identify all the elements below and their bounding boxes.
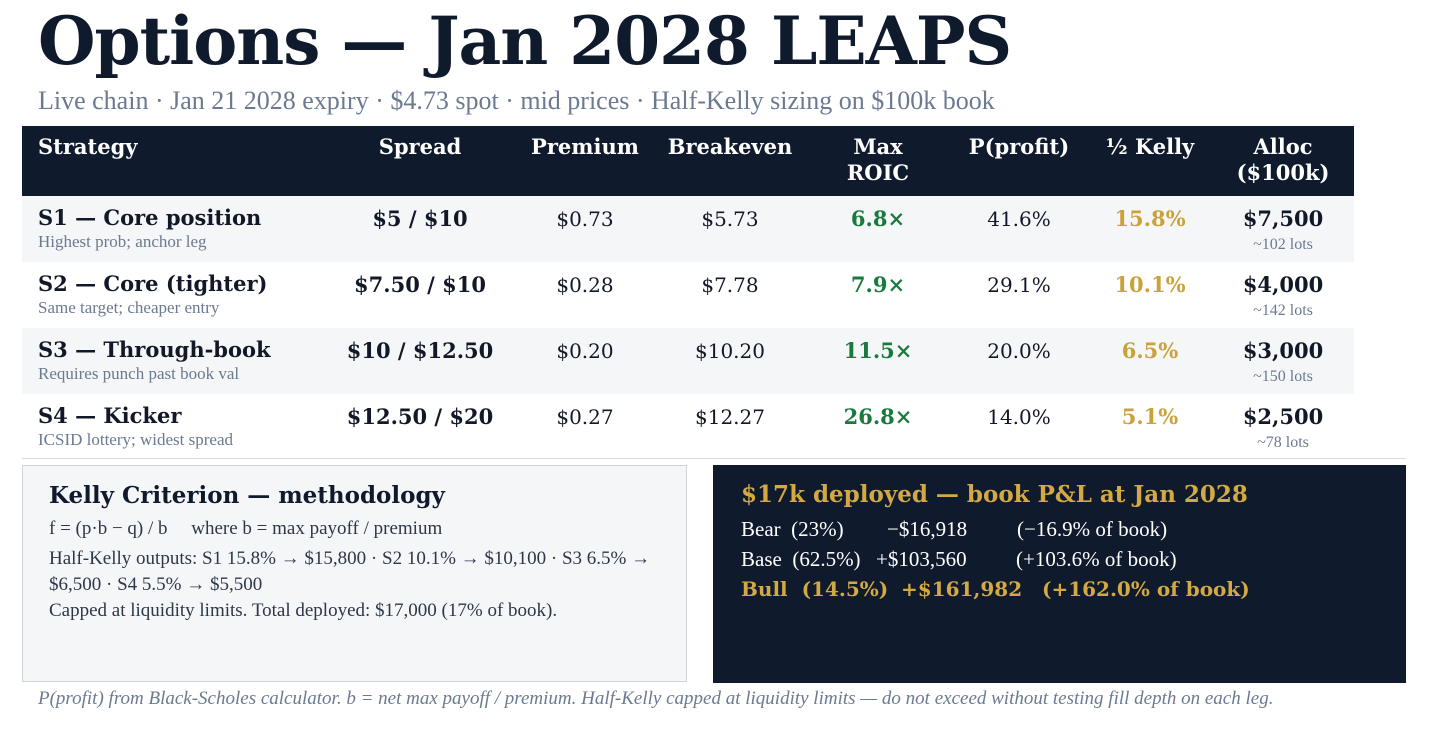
scenario-pct: (−16.9% of book) (1017, 517, 1168, 541)
header-roic-line1: Max (853, 134, 903, 159)
roic-value: 7.9× (850, 272, 906, 297)
strategy-name: S3 — Through-book (38, 337, 271, 362)
strategy-name: S2 — Core (tighter) (38, 271, 268, 296)
scenario-pnl: +$161,982 (901, 577, 1023, 601)
kelly-cap: Capped at liquidity limits. Total deploy… (49, 600, 558, 621)
header-alloc: Alloc ($100k) (1222, 134, 1344, 186)
scenario-label: Bear (23%) (741, 517, 844, 541)
pnl-row-bull: Bull (14.5%) +$161,982 (+162.0% of book) (741, 577, 1250, 601)
alloc-value: $3,000 (1242, 338, 1324, 363)
scenario-pct: (+162.0% of book) (1042, 577, 1250, 601)
scenario-pnl: −$16,918 (887, 517, 968, 541)
scenario-label: Base (62.5%) (741, 547, 861, 571)
table-row: S3 — Through-book Requires punch past bo… (22, 328, 1354, 394)
header-roic: Max ROIC (822, 134, 934, 186)
strategy-desc: Highest prob; anchor leg (38, 232, 207, 251)
header-pprofit: P(profit) (968, 134, 1070, 159)
kelly-value: 6.5% (1121, 338, 1179, 363)
roic-value: 26.8× (843, 404, 913, 429)
scenario-pnl: +$103,560 (876, 547, 967, 571)
header-breakeven: Breakeven (667, 134, 793, 159)
breakeven-value: $7.78 (701, 273, 759, 297)
section-divider (22, 458, 1406, 459)
spread-value: $5 / $10 (372, 206, 468, 231)
breakeven-value: $10.20 (695, 339, 765, 363)
lots-value: ~150 lots (1253, 368, 1313, 385)
strategy-name: S4 — Kicker (38, 403, 182, 428)
spread-value: $12.50 / $20 (346, 404, 494, 429)
lots-value: ~78 lots (1257, 434, 1309, 451)
pprofit-value: 41.6% (987, 207, 1051, 231)
lots-value: ~142 lots (1253, 302, 1313, 319)
pprofit-value: 29.1% (987, 273, 1051, 297)
premium-value: $0.28 (556, 273, 614, 297)
alloc-value: $2,500 (1242, 404, 1324, 429)
header-alloc-line1: Alloc (1253, 134, 1313, 159)
pprofit-value: 20.0% (987, 339, 1051, 363)
premium-value: $0.73 (556, 207, 614, 231)
breakeven-value: $12.27 (695, 405, 765, 429)
page-title: Options — Jan 2028 LEAPS (38, 2, 1012, 80)
spread-value: $7.50 / $10 (354, 272, 486, 297)
strategy-desc: Same target; cheaper entry (38, 298, 220, 317)
kelly-outputs: Half-Kelly outputs: S1 15.8% → $15,800 ·… (49, 548, 651, 595)
footnote: P(profit) from Black-Scholes calculator.… (38, 688, 1274, 709)
roic-value: 6.8× (850, 206, 906, 231)
header-premium: Premium (531, 134, 639, 159)
roic-value: 11.5× (843, 338, 913, 363)
kelly-methodology-panel: Kelly Criterion — methodology f = (p·b −… (22, 465, 687, 682)
alloc-value: $4,000 (1242, 272, 1324, 297)
header-roic-line2: ROIC (846, 160, 910, 185)
alloc-value: $7,500 (1242, 206, 1324, 231)
kelly-formula: f = (p·b − q) / b where b = max payoff /… (49, 518, 443, 539)
pnl-row-bear: Bear (23%) −$16,918 (−16.9% of book) (741, 517, 1167, 542)
header-alloc-line2: ($100k) (1236, 160, 1330, 185)
premium-value: $0.27 (556, 405, 614, 429)
page-subtitle: Live chain · Jan 21 2028 expiry · $4.73 … (38, 86, 995, 115)
table-header: Strategy Spread Premium Breakeven Max RO… (22, 126, 1354, 196)
pprofit-value: 14.0% (987, 405, 1051, 429)
premium-value: $0.20 (556, 339, 614, 363)
header-spread: Spread (378, 134, 462, 159)
table-row: S2 — Core (tighter) Same target; cheaper… (22, 262, 1354, 328)
strategy-desc: Requires punch past book val (38, 364, 240, 383)
header-strategy: Strategy (38, 134, 138, 159)
table-row: S4 — Kicker ICSID lottery; widest spread… (22, 394, 1354, 460)
header-kelly: ½ Kelly (1105, 134, 1195, 159)
pnl-row-base: Base (62.5%) +$103,560 (+103.6% of book) (741, 547, 1177, 572)
strategy-desc: ICSID lottery; widest spread (38, 430, 233, 449)
kelly-value: 15.8% (1114, 206, 1186, 231)
scenario-label: Bull (14.5%) (741, 577, 889, 601)
scenario-pct: (+103.6% of book) (1016, 547, 1177, 571)
pnl-panel: $17k deployed — book P&L at Jan 2028 Bea… (713, 465, 1406, 683)
breakeven-value: $5.73 (701, 207, 759, 231)
lots-value: ~102 lots (1253, 236, 1313, 253)
options-table: Strategy Spread Premium Breakeven Max RO… (22, 126, 1354, 460)
kelly-value: 10.1% (1114, 272, 1186, 297)
strategy-name: S1 — Core position (38, 205, 262, 230)
kelly-title: Kelly Criterion — methodology (49, 482, 445, 509)
table-row: S1 — Core position Highest prob; anchor … (22, 196, 1354, 262)
kelly-value: 5.1% (1121, 404, 1179, 429)
pnl-title: $17k deployed — book P&L at Jan 2028 (741, 481, 1248, 508)
spread-value: $10 / $12.50 (346, 338, 494, 363)
